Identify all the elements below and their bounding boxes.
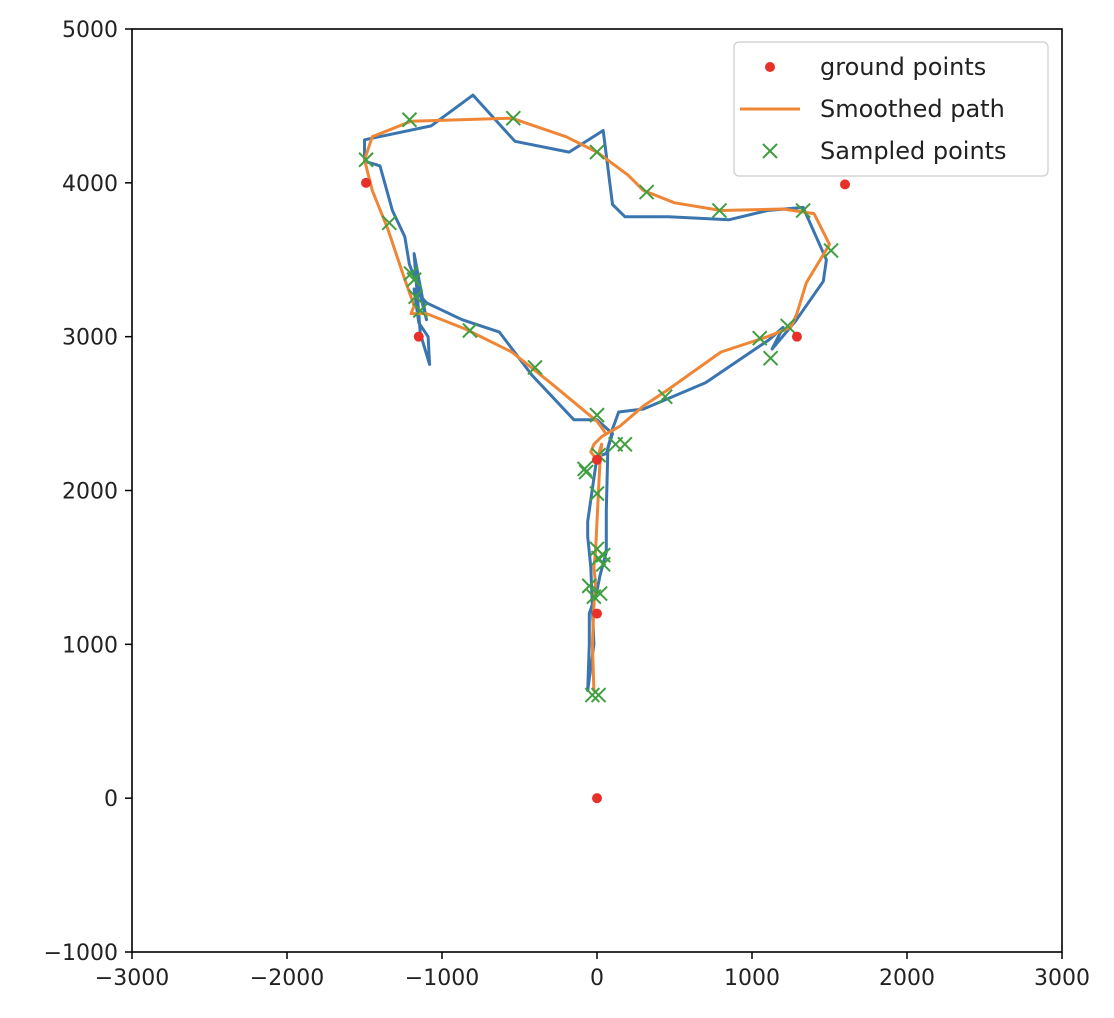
- sampled-point-stroke: [762, 350, 779, 366]
- sampled-point-stroke: [584, 687, 601, 703]
- legend-entry: ground points: [765, 53, 986, 81]
- sampled-point-marker: [590, 687, 607, 703]
- sampled-point-stroke: [592, 585, 608, 602]
- sampled-point-stroke: [505, 110, 522, 126]
- x-tick-label: 2000: [879, 966, 935, 991]
- sampled-point-stroke: [595, 547, 611, 563]
- y-tick-label: 0: [104, 787, 118, 812]
- y-tick-label: 3000: [62, 326, 118, 351]
- legend-label: Sampled points: [820, 137, 1007, 165]
- x-tick-label: 1000: [724, 966, 780, 991]
- sampled-point-stroke: [779, 318, 796, 334]
- legend-handle-ground-point: [765, 62, 775, 72]
- sampled-point-stroke: [406, 272, 422, 288]
- sampled-point-marker: [576, 461, 593, 477]
- sampled-point-marker: [589, 144, 605, 160]
- sampled-point-stroke: [412, 302, 429, 319]
- sampled-point-stroke: [638, 184, 655, 200]
- sampled-point-stroke: [589, 407, 605, 423]
- sampled-point-stroke: [711, 202, 728, 219]
- y-tick-label: 1000: [62, 633, 118, 658]
- sampled-point-stroke: [527, 359, 543, 376]
- sampled-point-marker: [358, 152, 374, 168]
- sampled-point-marker: [762, 350, 779, 366]
- sampled-point-stroke: [589, 144, 605, 160]
- ground-point: [840, 179, 850, 190]
- sampled-point-stroke: [358, 152, 374, 168]
- sampled-point-stroke: [381, 215, 398, 231]
- sampled-point-stroke: [407, 288, 424, 305]
- sampled-point-marker: [711, 202, 728, 219]
- series-1-line: [363, 116, 831, 692]
- sampled-point-marker: [795, 202, 811, 219]
- legend: ground points Smoothed path Sampled points: [733, 41, 1049, 177]
- sampled-point-stroke: [576, 461, 593, 477]
- sampled-point-marker: [578, 464, 594, 480]
- ground-point: [592, 454, 602, 465]
- y-tick-label: 4000: [62, 172, 118, 197]
- sampled-point-stroke: [401, 112, 418, 128]
- sampled-point-marker: [592, 585, 608, 602]
- sampled-point-stroke: [589, 485, 605, 502]
- sampled-point-stroke: [823, 242, 839, 259]
- sampled-point-marker: [589, 485, 605, 502]
- x-tick-label: 0: [590, 966, 604, 991]
- sampled-point-marker: [505, 110, 522, 126]
- sampled-point-stroke: [752, 330, 768, 346]
- ground-point: [361, 177, 372, 188]
- sampled-point-marker: [462, 322, 478, 339]
- y-tick-label: −1000: [44, 941, 118, 966]
- ground-point: [592, 608, 602, 619]
- y-tick-label: 5000: [62, 18, 118, 43]
- legend-handle-x: [762, 143, 778, 159]
- legend-entry: Smoothed path: [740, 95, 1005, 123]
- sampled-point-marker: [779, 318, 796, 334]
- x-tick-label: −3000: [95, 966, 169, 991]
- sampled-point-marker: [406, 272, 422, 288]
- sampled-point-marker: [657, 388, 673, 405]
- ground-point: [413, 331, 424, 342]
- axes-layer: −3000 −2000 −1000 0 1000 2000 3000 −1000 0 1000 20…: [44, 18, 1090, 991]
- sampled-point-marker: [589, 407, 605, 423]
- sampled-point-marker: [638, 184, 655, 200]
- sampled-point-marker: [581, 578, 597, 594]
- series-layer: [358, 93, 850, 804]
- sampled-point-marker: [752, 330, 768, 346]
- x-tick-label: −2000: [250, 966, 324, 991]
- sampled-point-marker: [412, 302, 429, 319]
- sampled-point-stroke: [403, 265, 419, 282]
- legend-box: [733, 41, 1049, 177]
- sampled-point-stroke: [795, 202, 811, 219]
- sampled-point-stroke: [578, 464, 594, 480]
- sampled-point-marker: [590, 550, 607, 566]
- sampled-point-marker: [617, 436, 633, 453]
- sampled-point-marker: [407, 288, 424, 305]
- y-tick-label: 2000: [62, 480, 118, 505]
- sampled-point-marker: [823, 242, 839, 259]
- sampled-point-stroke: [590, 687, 607, 703]
- x-tick-label: −1000: [405, 966, 479, 991]
- sampled-point-marker: [527, 359, 543, 376]
- ground-point: [791, 331, 802, 342]
- x-tick-label: 3000: [1034, 966, 1090, 991]
- sampled-point-stroke: [590, 550, 607, 566]
- legend-label: Smoothed path: [820, 95, 1005, 123]
- legend-label: ground points: [820, 53, 986, 81]
- sampled-point-marker: [584, 687, 601, 703]
- sampled-point-marker: [401, 112, 418, 128]
- sampled-point-stroke: [657, 388, 673, 405]
- ground-point: [592, 793, 602, 804]
- legend-entry: Sampled points: [762, 137, 1007, 165]
- sampled-point-stroke: [581, 578, 597, 594]
- sampled-point-marker: [595, 547, 611, 563]
- sampled-point-stroke: [617, 436, 633, 453]
- sampled-point-marker: [381, 215, 398, 231]
- sampled-point-stroke: [462, 322, 478, 339]
